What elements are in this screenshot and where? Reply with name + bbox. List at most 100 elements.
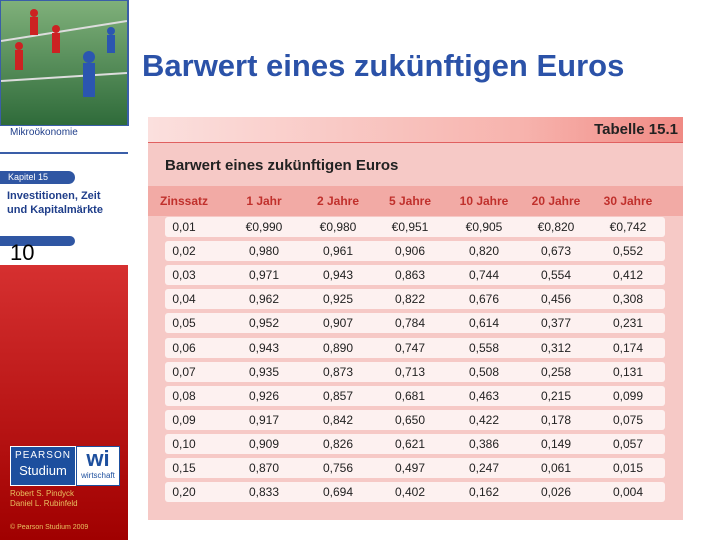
table-cell: 0,935 bbox=[248, 364, 280, 379]
table-cell: 0,870 bbox=[248, 461, 280, 475]
table-cell: 0,231 bbox=[612, 316, 644, 331]
table-caption: Barwert eines zukünftigen Euros bbox=[165, 157, 399, 174]
table-cell: €0,742 bbox=[609, 220, 647, 234]
author: Robert S. Pindyck bbox=[10, 489, 75, 498]
table-cell: 0,386 bbox=[468, 436, 500, 451]
table-cell: 0,10 bbox=[172, 436, 196, 451]
table-cell: 0,822 bbox=[394, 292, 426, 307]
table-cell: 0,004 bbox=[612, 485, 644, 500]
table-cell: 0,952 bbox=[248, 316, 280, 331]
table-cell: 0,842 bbox=[322, 412, 354, 427]
row-background bbox=[165, 361, 665, 382]
table-cell: 0,463 bbox=[468, 388, 500, 403]
table-cell: 0,057 bbox=[612, 436, 644, 451]
table-cell: 0,943 bbox=[248, 340, 280, 355]
table-cell: 0,07 bbox=[172, 364, 196, 379]
table-cell: €0,990 bbox=[245, 220, 283, 234]
imprint-logo: wi wirtschaft bbox=[76, 446, 120, 486]
chapter-title: Investitionen, Zeit und Kapitalmärkte bbox=[7, 189, 103, 217]
column-header: 5 Jahre bbox=[388, 194, 432, 208]
table-cell: 0,917 bbox=[248, 412, 280, 427]
cover-photo bbox=[0, 0, 129, 126]
table-cell: €0,905 bbox=[465, 220, 503, 234]
page-number: 10 bbox=[10, 240, 35, 265]
photo-art bbox=[1, 1, 127, 125]
table-cell: 0,061 bbox=[540, 461, 572, 475]
row-background bbox=[165, 409, 665, 430]
table-cell: 0,131 bbox=[612, 364, 644, 379]
table-cell: 0,215 bbox=[540, 388, 572, 403]
table-cell: 0,673 bbox=[540, 244, 572, 259]
copyright: © Pearson Studium 2009 bbox=[10, 524, 89, 531]
table-cell: 0,962 bbox=[248, 292, 280, 307]
table-cell: 0,178 bbox=[540, 412, 572, 427]
table-cell: 0,747 bbox=[394, 340, 426, 355]
course-name: Mikroökonomie bbox=[10, 127, 78, 138]
table-cell: 0,784 bbox=[394, 316, 426, 331]
logo-text: wi bbox=[86, 446, 110, 471]
column-header: 10 Jahre bbox=[459, 194, 509, 208]
table-cell: 0,621 bbox=[394, 436, 426, 451]
row-background bbox=[165, 337, 665, 358]
table-cell: 0,099 bbox=[612, 388, 644, 403]
table-cell: 0,026 bbox=[540, 485, 572, 500]
table-cell: 0,756 bbox=[322, 461, 354, 475]
row-background bbox=[165, 385, 665, 406]
table-cell: 0,857 bbox=[322, 388, 354, 403]
table-cell: 0,863 bbox=[394, 268, 426, 283]
table-cell: 0,497 bbox=[394, 461, 426, 475]
authors: Robert S. Pindyck Daniel L. Rubinfeld bbox=[10, 489, 78, 509]
table-cell: 0,06 bbox=[172, 340, 196, 355]
logo-text: PEARSON bbox=[15, 450, 71, 461]
row-background bbox=[165, 289, 665, 310]
table-cell: 0,162 bbox=[468, 485, 500, 500]
author: Daniel L. Rubinfeld bbox=[10, 499, 78, 508]
table-cell: 0,694 bbox=[322, 485, 354, 500]
table-cell: 0,873 bbox=[322, 364, 354, 379]
table-cell: 0,971 bbox=[248, 268, 280, 283]
table-cell: 0,05 bbox=[172, 316, 196, 331]
table-cell: 0,713 bbox=[394, 364, 426, 379]
row-background bbox=[165, 217, 665, 237]
table-cell: 0,456 bbox=[540, 292, 572, 307]
table-cell: 0,308 bbox=[612, 292, 644, 307]
table-cell: 0,925 bbox=[322, 292, 354, 307]
column-header: 1 Jahr bbox=[246, 194, 282, 208]
row-background bbox=[165, 433, 665, 454]
table-cell: €0,980 bbox=[319, 220, 357, 234]
row-background bbox=[165, 458, 665, 478]
table-cell: 0,04 bbox=[172, 292, 196, 307]
table-cell: 0,926 bbox=[248, 388, 280, 403]
table-cell: 0,15 bbox=[172, 461, 196, 475]
table-cell: 0,980 bbox=[248, 244, 280, 259]
table-cell: 0,681 bbox=[394, 388, 426, 403]
table-cell: 0,01 bbox=[172, 220, 196, 234]
slide-title: Barwert eines zukünftigen Euros bbox=[142, 48, 625, 83]
table-cell: 0,907 bbox=[322, 316, 354, 331]
logo-text: Studium bbox=[19, 463, 67, 478]
row-background bbox=[165, 313, 665, 334]
chapter-label: Kapitel 15 bbox=[0, 171, 75, 184]
table-cell: 0,833 bbox=[248, 485, 280, 500]
table-cell: 0,08 bbox=[172, 388, 196, 403]
table-cell: 0,961 bbox=[322, 244, 354, 259]
column-header: 2 Jahre bbox=[316, 194, 360, 208]
row-background bbox=[165, 482, 665, 503]
table-cell: 0,20 bbox=[172, 485, 196, 500]
table-cell: 0,075 bbox=[612, 412, 644, 427]
logo-text: wirtschaft bbox=[81, 471, 115, 480]
table-cell: €0,951 bbox=[391, 220, 429, 234]
table-cell: 0,508 bbox=[468, 364, 500, 379]
row-background bbox=[165, 241, 665, 262]
table-cell: 0,614 bbox=[468, 316, 500, 331]
table-cell: 0,03 bbox=[172, 268, 196, 283]
table-cell: €0,820 bbox=[537, 220, 575, 234]
table-cell: 0,149 bbox=[540, 436, 572, 451]
table-cell: 0,015 bbox=[612, 461, 644, 475]
table-cell: 0,412 bbox=[612, 268, 644, 283]
table-cell: 0,826 bbox=[322, 436, 354, 451]
table-cell: 0,377 bbox=[540, 316, 572, 331]
table-cell: 0,258 bbox=[540, 364, 572, 379]
column-header: 30 Jahre bbox=[603, 194, 653, 208]
